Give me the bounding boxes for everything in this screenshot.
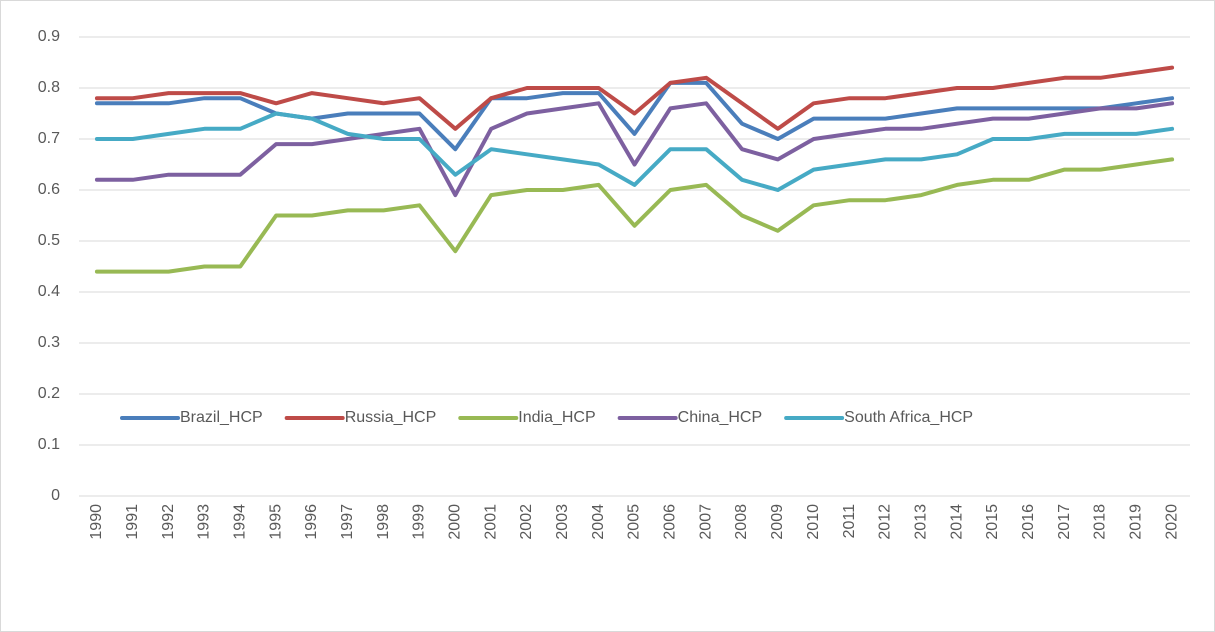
x-tick-label: 2003 xyxy=(554,504,571,540)
x-tick-label: 1992 xyxy=(160,504,177,540)
x-tick-label: 2015 xyxy=(984,504,1001,540)
x-tick-label: 1993 xyxy=(196,504,213,540)
x-tick-label: 1998 xyxy=(375,504,392,540)
x-tick-label: 1999 xyxy=(411,504,428,540)
x-tick-label: 2007 xyxy=(697,504,714,540)
x-tick-label: 1997 xyxy=(339,504,356,540)
legend-label: South Africa_HCP xyxy=(844,409,973,426)
x-tick-label: 2008 xyxy=(733,504,750,540)
legend-label: Brazil_HCP xyxy=(180,409,263,426)
x-tick-label: 2006 xyxy=(662,504,679,540)
series-line xyxy=(94,157,1175,274)
y-tick-label: 0.6 xyxy=(38,181,60,198)
x-tick-label: 2010 xyxy=(805,504,822,540)
y-tick-label: 0.3 xyxy=(38,334,60,351)
x-tick-label: 2019 xyxy=(1127,504,1144,540)
series-line xyxy=(94,65,1175,131)
x-tick-label: 1995 xyxy=(267,504,284,540)
x-tick-label: 2017 xyxy=(1056,504,1073,540)
legend-label: India_HCP xyxy=(518,409,595,426)
x-tick-label: 1996 xyxy=(303,504,320,540)
x-tick-label: 2012 xyxy=(877,504,894,540)
y-tick-label: 0.4 xyxy=(38,283,60,300)
x-tick-label: 2002 xyxy=(518,504,535,540)
x-tick-label: 2011 xyxy=(841,504,858,539)
series-line xyxy=(94,111,1175,192)
x-tick-label: 2009 xyxy=(769,504,786,540)
y-tick-label: 0.2 xyxy=(38,385,60,402)
x-tick-label: 2013 xyxy=(912,504,929,540)
x-tick-label: 2005 xyxy=(626,504,643,540)
x-tick-label: 2016 xyxy=(1020,504,1037,540)
legend-label: China_HCP xyxy=(678,409,762,426)
x-tick-label: 1991 xyxy=(124,504,141,540)
x-tick-label: 2020 xyxy=(1163,504,1180,540)
y-tick-label: 0.1 xyxy=(38,436,60,453)
y-tick-label: 0.7 xyxy=(38,130,60,147)
series-line xyxy=(94,101,1175,198)
y-tick-label: 0.5 xyxy=(38,232,60,249)
x-tick-label: 2000 xyxy=(447,504,464,540)
y-tick-label: 0.9 xyxy=(38,28,60,45)
x-tick-label: 2001 xyxy=(482,504,499,540)
x-tick-label: 2018 xyxy=(1092,504,1109,540)
legend-label: Russia_HCP xyxy=(345,409,437,426)
x-tick-label: 2014 xyxy=(948,504,965,540)
y-tick-label: 0 xyxy=(51,487,60,504)
x-tick-label: 1990 xyxy=(88,504,105,540)
y-tick-label: 0.8 xyxy=(38,79,60,96)
x-tick-label: 1994 xyxy=(231,504,248,540)
x-tick-label: 2004 xyxy=(590,504,607,540)
